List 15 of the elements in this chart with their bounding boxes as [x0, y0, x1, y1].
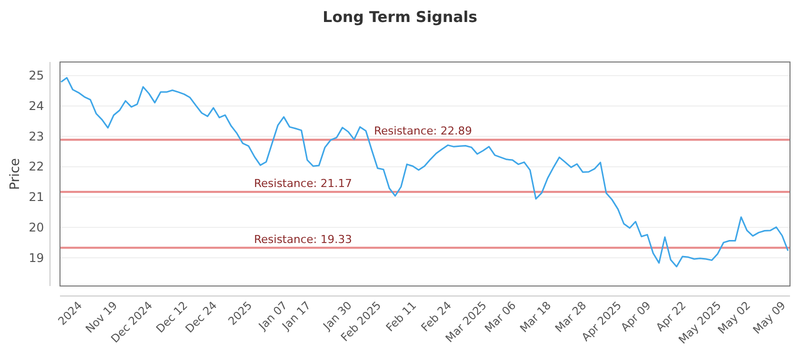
x-tick-label: Feb 11 — [384, 298, 419, 334]
y-tick-label: 20 — [28, 220, 44, 234]
ref-line-label: Resistance: 19.33 — [254, 232, 352, 246]
ref-line-label: Resistance: 22.89 — [374, 124, 472, 138]
y-tick-label: 23 — [28, 129, 44, 144]
chart-title: Long Term Signals — [322, 8, 478, 26]
ref-line-label: Resistance: 21.17 — [254, 176, 352, 190]
x-tick-label: Mar 18 — [518, 298, 554, 336]
y-axis-title: Price — [8, 158, 23, 190]
y-tick-label: 22 — [28, 160, 44, 174]
y-tick-label: 24 — [28, 99, 44, 114]
y-tick-label: 19 — [28, 250, 44, 265]
line-series — [60, 77, 789, 268]
y-tick-label: 25 — [28, 68, 44, 83]
y-tick-label: 21 — [28, 190, 44, 204]
